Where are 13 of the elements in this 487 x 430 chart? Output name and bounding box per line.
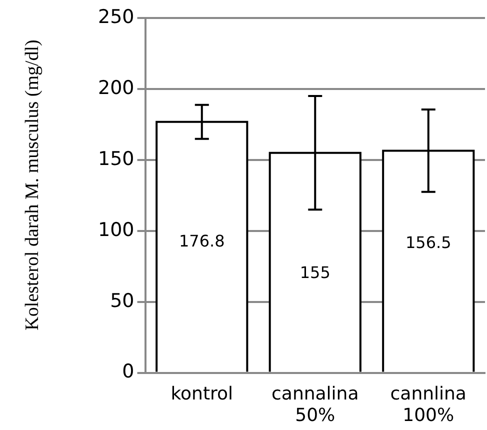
data-label: 155 bbox=[300, 262, 330, 282]
x-tick-label: cannalina 50% bbox=[272, 383, 359, 426]
x-tick-label: cannlina 100% bbox=[390, 383, 466, 426]
y-tick-label: 200 bbox=[98, 76, 134, 99]
y-axis-title: Kolesterol darah M. musculus (mg/dl) bbox=[22, 38, 44, 332]
data-label: 156.5 bbox=[405, 233, 452, 252]
y-tick-label: 250 bbox=[98, 6, 134, 28]
data-label: 176.8 bbox=[178, 231, 225, 250]
y-tick-label: 50 bbox=[110, 290, 134, 312]
y-tick-label: 100 bbox=[98, 218, 134, 241]
y-tick-label: 150 bbox=[98, 148, 134, 170]
y-tick-label: 0 bbox=[122, 360, 134, 383]
x-tick-label: kontrol bbox=[170, 383, 234, 404]
